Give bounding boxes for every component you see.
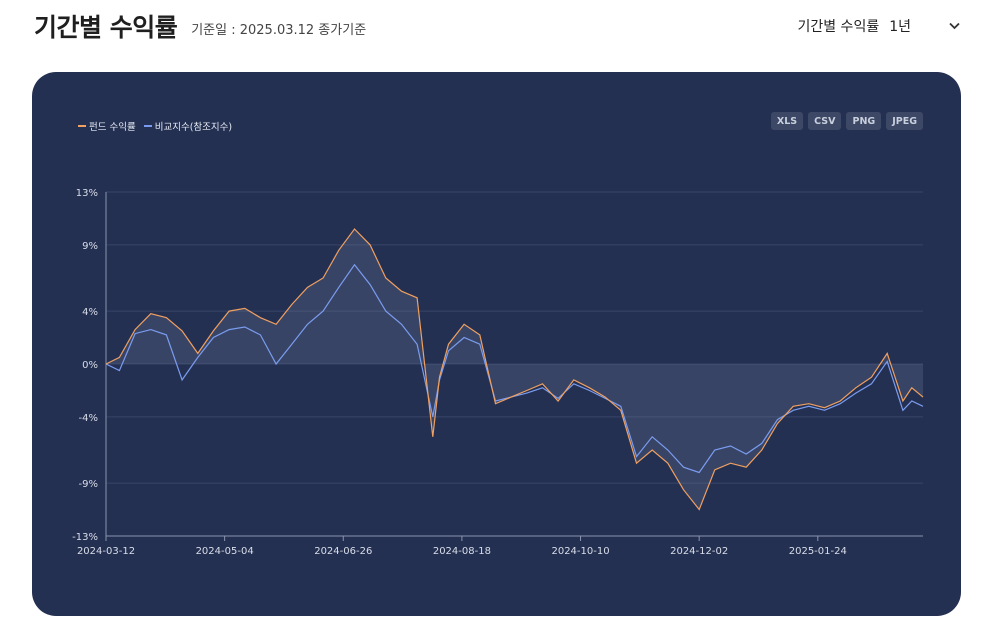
fund-area [106, 229, 923, 510]
legend-item-fund[interactable]: 펀드 수익률 [78, 119, 136, 133]
x-tick-label: 2024-06-26 [314, 546, 372, 557]
export-xls-button[interactable]: XLS [770, 112, 804, 130]
y-tick-label: 4% [82, 307, 98, 318]
legend-label-fund: 펀드 수익률 [89, 122, 136, 133]
period-select[interactable]: 기간별 수익률 1년 [797, 16, 960, 36]
legend-label-benchmark: 비교지수(참조지수) [154, 122, 233, 133]
x-tick-label: 2024-05-04 [196, 546, 254, 557]
fund-line [105, 228, 924, 511]
header: 기간별 수익률 기준일 : 2025.03.12 종가기준 기간별 수익률 1년 [34, 6, 960, 46]
period-select-value: 1년 [889, 19, 911, 35]
y-tick-label: -13% [72, 532, 98, 543]
export-buttons: XLS CSV PNG JPEG [770, 112, 923, 130]
y-tick-label: 13% [76, 188, 98, 199]
legend-swatch-fund [78, 125, 86, 127]
base-date-label: 기준일 : 2025.03.12 종가기준 [191, 22, 367, 38]
page-title: 기간별 수익률 [34, 13, 178, 42]
period-select-label: 기간별 수익률 [797, 19, 880, 35]
x-tick-label: 2025-01-24 [789, 546, 847, 557]
export-jpeg-button[interactable]: JPEG [886, 112, 923, 130]
x-tick-label: 2024-03-12 [77, 546, 135, 557]
export-png-button[interactable]: PNG [846, 112, 882, 130]
chart-card: 13% 9% 4% 0% -4% -9% -13% 2024-03-12 2024-05-04 2… [32, 72, 961, 616]
legend-item-benchmark[interactable]: 비교지수(참조지수) [143, 119, 233, 133]
chart-legend: 펀드 수익률 비교지수(참조지수) [78, 119, 232, 133]
x-tick-label: 2024-08-18 [433, 546, 491, 557]
y-tick-label: 0% [82, 360, 98, 371]
legend-swatch-benchmark [143, 125, 152, 127]
x-tick-label: 2024-12-02 [670, 546, 728, 557]
y-tick-label: -4% [79, 413, 98, 424]
y-tick-label: -9% [79, 479, 98, 490]
x-tick-label: 2024-10-10 [551, 546, 609, 557]
return-chart: 13% 9% 4% 0% -4% -9% -13% 2024-03-12 2024-05-04 2… [72, 188, 924, 557]
export-csv-button[interactable]: CSV [808, 112, 842, 130]
y-tick-label: 9% [82, 241, 98, 252]
chevron-down-icon [949, 19, 960, 33]
